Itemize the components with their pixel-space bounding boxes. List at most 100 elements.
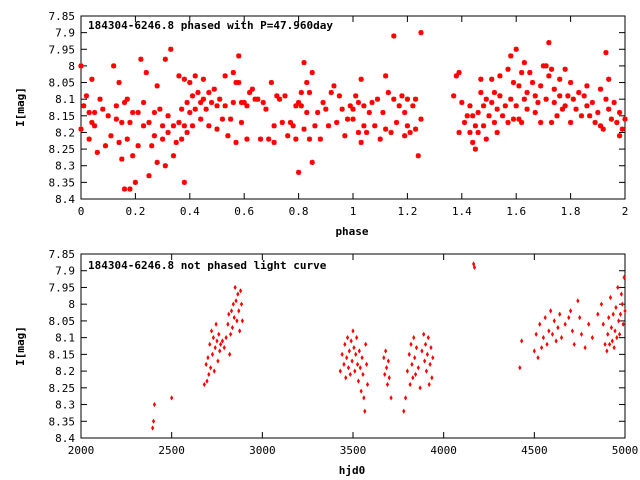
data-point bbox=[612, 345, 616, 351]
data-point bbox=[617, 331, 622, 337]
data-point bbox=[124, 136, 130, 142]
data-point bbox=[489, 99, 495, 106]
data-point bbox=[415, 153, 421, 159]
data-point bbox=[353, 368, 357, 374]
data-point bbox=[121, 99, 128, 106]
x-tick-label: 1.6 bbox=[506, 205, 526, 218]
data-point bbox=[472, 264, 477, 270]
data-point bbox=[613, 328, 617, 334]
data-point bbox=[233, 139, 239, 146]
data-point bbox=[157, 106, 163, 112]
data-point bbox=[548, 119, 555, 126]
data-point bbox=[355, 361, 360, 367]
data-point bbox=[554, 113, 560, 119]
data-point bbox=[532, 348, 536, 354]
data-point bbox=[617, 318, 621, 324]
data-point bbox=[405, 368, 409, 374]
data-point bbox=[113, 103, 119, 109]
data-point bbox=[410, 103, 416, 109]
data-point bbox=[78, 126, 84, 132]
data-point bbox=[189, 93, 196, 99]
data-point bbox=[287, 119, 294, 126]
x-tick-label: 1.4 bbox=[452, 205, 472, 218]
data-point bbox=[590, 335, 594, 341]
y-tick-label: 8.2 bbox=[55, 126, 75, 139]
data-point bbox=[338, 368, 342, 374]
data-point bbox=[235, 318, 239, 324]
data-point bbox=[189, 123, 196, 129]
data-point bbox=[293, 136, 299, 142]
data-point bbox=[494, 129, 500, 136]
x-tick-group: 0 0.2 0.4 0.6 0.8 1 1.2 1.4 1.6 1.8 2 bbox=[78, 16, 628, 218]
data-point bbox=[165, 129, 171, 136]
x-tick-label: 2500 bbox=[158, 444, 185, 457]
data-point bbox=[130, 109, 136, 116]
data-point bbox=[510, 116, 517, 122]
data-point bbox=[217, 331, 221, 337]
data-point bbox=[513, 103, 519, 109]
data-point bbox=[244, 103, 250, 109]
data-point bbox=[546, 40, 552, 46]
data-point bbox=[94, 149, 100, 156]
data-point bbox=[557, 76, 563, 82]
data-point bbox=[616, 284, 620, 291]
data-point bbox=[244, 136, 250, 142]
data-point bbox=[355, 129, 362, 136]
data-point bbox=[358, 365, 362, 371]
data-point bbox=[89, 76, 95, 82]
data-point bbox=[570, 328, 575, 334]
data-point bbox=[211, 335, 215, 341]
data-point bbox=[614, 119, 620, 126]
data-point bbox=[529, 79, 536, 86]
x-tick-label: 0.2 bbox=[125, 205, 145, 218]
data-point bbox=[413, 371, 418, 378]
data-point bbox=[181, 123, 187, 129]
data-point bbox=[162, 56, 168, 62]
data-point bbox=[140, 99, 147, 106]
data-point bbox=[214, 321, 218, 327]
data-point bbox=[601, 321, 605, 327]
data-point bbox=[527, 69, 533, 76]
data-point bbox=[119, 156, 125, 162]
data-point bbox=[306, 136, 313, 142]
data-point bbox=[480, 123, 487, 129]
data-point bbox=[206, 89, 212, 96]
data-point bbox=[206, 123, 212, 129]
data-point bbox=[412, 335, 416, 341]
data-point bbox=[181, 179, 187, 185]
data-point bbox=[173, 139, 179, 146]
data-point bbox=[233, 79, 239, 86]
data-point bbox=[430, 375, 434, 381]
unphased-light-curve-panel: 7.85 7.9 7.95 8 8.05 8.1 8.15 8.2 8.25 8.3 8.35 8.4… bbox=[14, 248, 638, 477]
data-point bbox=[554, 338, 558, 344]
data-point bbox=[559, 106, 566, 112]
data-point bbox=[408, 381, 412, 388]
data-point bbox=[519, 119, 525, 126]
y-tick-label: 8.35 bbox=[49, 415, 76, 428]
data-point bbox=[113, 116, 119, 122]
data-point bbox=[192, 73, 198, 79]
data-point bbox=[558, 311, 562, 317]
data-point bbox=[344, 375, 348, 381]
data-point bbox=[572, 341, 576, 347]
y-tick-label: 8.2 bbox=[55, 365, 75, 378]
data-point bbox=[226, 321, 230, 327]
data-point bbox=[361, 103, 367, 109]
data-point bbox=[567, 314, 571, 321]
y-tick-label: 7.95 bbox=[49, 281, 76, 294]
data-point bbox=[383, 371, 387, 378]
data-point bbox=[557, 93, 563, 99]
data-point bbox=[453, 73, 459, 79]
data-point bbox=[100, 106, 106, 112]
data-point bbox=[138, 56, 144, 62]
data-point bbox=[532, 109, 538, 116]
data-point bbox=[83, 93, 90, 99]
y-tick-label: 7.9 bbox=[55, 265, 75, 278]
data-point bbox=[541, 335, 545, 341]
data-point bbox=[315, 109, 321, 116]
data-point bbox=[336, 93, 342, 99]
data-point bbox=[210, 351, 215, 357]
data-point bbox=[483, 136, 489, 142]
data-point bbox=[146, 173, 152, 179]
data-point bbox=[402, 408, 406, 414]
